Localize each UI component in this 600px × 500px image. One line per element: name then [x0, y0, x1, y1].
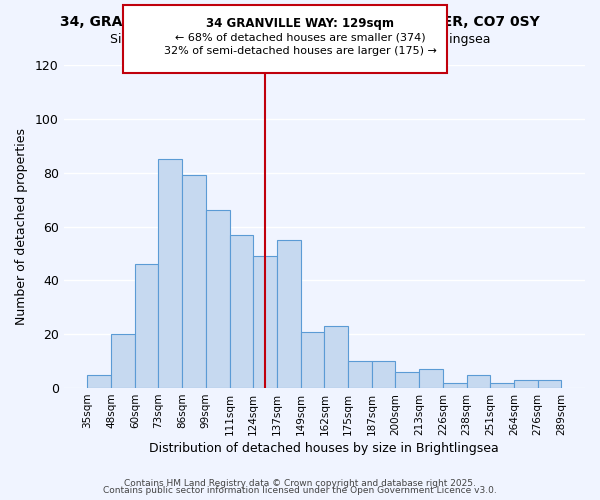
Text: ← 68% of detached houses are smaller (374): ← 68% of detached houses are smaller (37…	[175, 32, 425, 42]
Bar	[206, 210, 230, 388]
Bar	[111, 334, 135, 388]
Bar	[182, 176, 206, 388]
Text: 34 GRANVILLE WAY: 129sqm: 34 GRANVILLE WAY: 129sqm	[206, 18, 394, 30]
Bar	[301, 332, 325, 388]
Bar	[277, 240, 301, 388]
Bar	[395, 372, 419, 388]
Bar	[490, 382, 514, 388]
Bar	[443, 382, 467, 388]
Bar	[514, 380, 538, 388]
Bar	[467, 374, 490, 388]
Y-axis label: Number of detached properties: Number of detached properties	[15, 128, 28, 325]
Bar	[253, 256, 277, 388]
Bar	[538, 380, 562, 388]
Bar	[348, 361, 372, 388]
Text: Contains public sector information licensed under the Open Government Licence v3: Contains public sector information licen…	[103, 486, 497, 495]
Bar	[230, 234, 253, 388]
Bar	[372, 361, 395, 388]
Text: Contains HM Land Registry data © Crown copyright and database right 2025.: Contains HM Land Registry data © Crown c…	[124, 478, 476, 488]
Bar	[88, 374, 111, 388]
Bar	[325, 326, 348, 388]
X-axis label: Distribution of detached houses by size in Brightlingsea: Distribution of detached houses by size …	[149, 442, 499, 455]
Text: 34, GRANVILLE WAY, BRIGHTLINGSEA, COLCHESTER, CO7 0SY: 34, GRANVILLE WAY, BRIGHTLINGSEA, COLCHE…	[60, 15, 540, 29]
Text: 32% of semi-detached houses are larger (175) →: 32% of semi-detached houses are larger (…	[164, 46, 436, 56]
Bar	[135, 264, 158, 388]
Bar	[158, 159, 182, 388]
Bar	[419, 369, 443, 388]
Text: Size of property relative to detached houses in Brightlingsea: Size of property relative to detached ho…	[110, 32, 490, 46]
